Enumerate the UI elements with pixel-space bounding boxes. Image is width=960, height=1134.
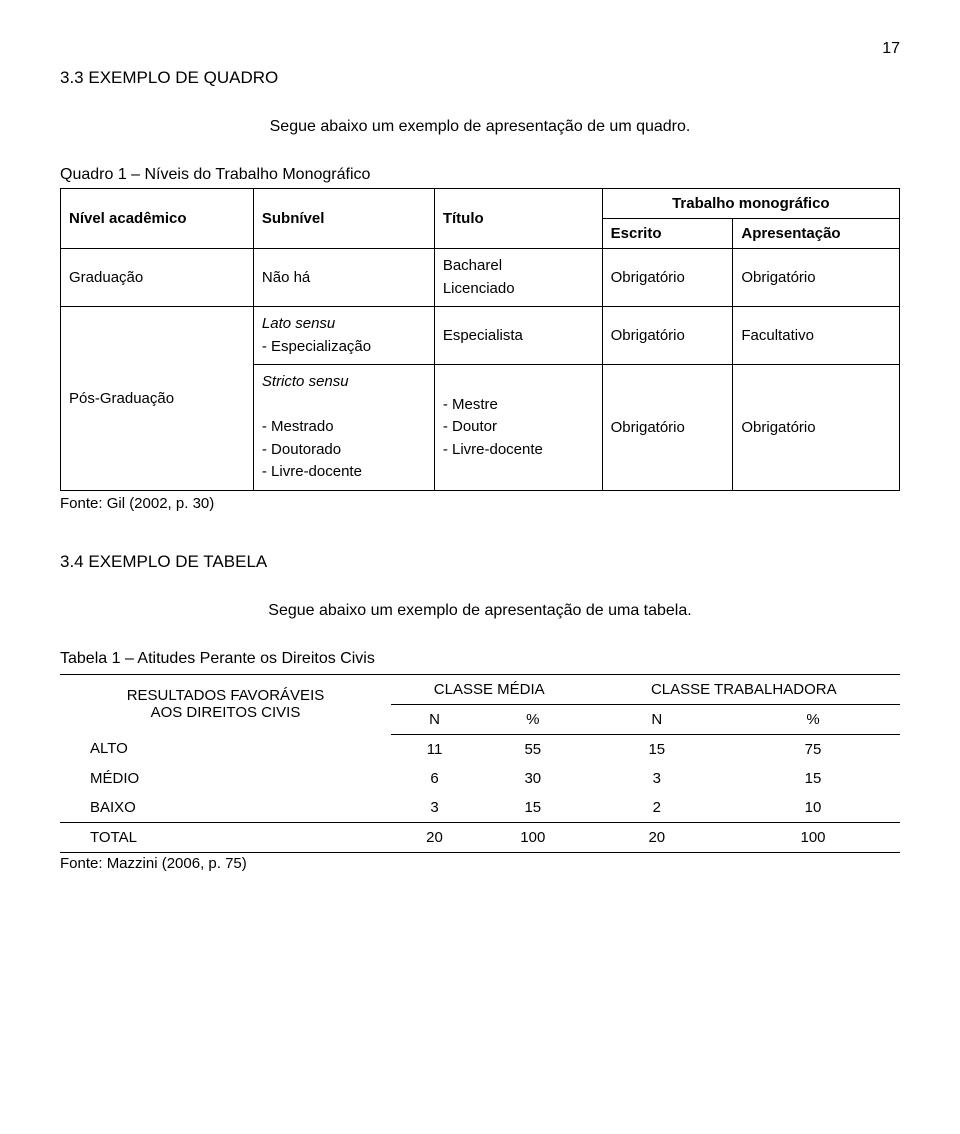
cell-subnivel: Não há: [253, 249, 434, 307]
cell-total-tn: 20: [588, 822, 727, 852]
section-3-4-heading: 3.4 EXEMPLO DE TABELA: [60, 552, 900, 572]
section-3-3-heading: 3.3 EXEMPLO DE QUADRO: [60, 68, 900, 88]
tabela1-table: RESULTADOS FAVORÁVEIS AOS DIREITOS CIVIS…: [60, 674, 900, 853]
cell-baixo-mn: 3: [391, 793, 478, 823]
section-3-3-caption: Segue abaixo um exemplo de apresentação …: [60, 118, 900, 136]
cell-titulo: Bacharel Licenciado: [434, 249, 602, 307]
cell-alto-mn: 11: [391, 734, 478, 764]
stricto-sensu-label: Stricto sensu: [262, 373, 349, 390]
quadro1-title: Quadro 1 – Níveis do Trabalho Monográfic…: [60, 166, 900, 184]
cell-medio-tn: 3: [588, 764, 727, 793]
section-3-4-caption: Segue abaixo um exemplo de apresentação …: [60, 602, 900, 620]
rowlabel-l2: AOS DIREITOS CIVIS: [151, 704, 301, 721]
cell-titulo-lato: Especialista: [434, 307, 602, 365]
row-label-alto: ALTO: [60, 734, 391, 764]
tabela1-sub-p1: %: [478, 704, 587, 734]
row-label-total: TOTAL: [60, 822, 391, 852]
cell-baixo-tp: 10: [726, 793, 900, 823]
tabela1-fonte: Fonte: Mazzini (2006, p. 75): [60, 855, 900, 872]
stricto-line2: - Mestrado: [262, 418, 334, 435]
cell-nivel: Graduação: [61, 249, 254, 307]
tabela1-row-total: TOTAL 20 100 20 100: [60, 822, 900, 852]
quadro1-fonte: Fonte: Gil (2002, p. 30): [60, 495, 900, 512]
tabela1-title: Tabela 1 – Atitudes Perante os Direitos …: [60, 650, 900, 668]
quadro1-header-titulo: Título: [434, 189, 602, 249]
lato-line2: - Especialização: [262, 338, 371, 355]
quadro1-header-apresentacao: Apresentação: [733, 219, 900, 249]
tabela1-header-trabalhadora: CLASSE TRABALHADORA: [588, 674, 900, 704]
tabela1-row-medio: MÉDIO 6 30 3 15: [60, 764, 900, 793]
rowlabel-l1: RESULTADOS FAVORÁVEIS: [127, 687, 325, 704]
cell-total-mp: 100: [478, 822, 587, 852]
stricto-line4: - Livre-docente: [262, 463, 362, 480]
cell-apres-lato: Facultativo: [733, 307, 900, 365]
cell-alto-tn: 15: [588, 734, 727, 764]
titulo-stricto-l2: - Doutor: [443, 418, 497, 435]
cell-alto-mp: 55: [478, 734, 587, 764]
cell-apresentacao: Obrigatório: [733, 249, 900, 307]
quadro1-header-escrito: Escrito: [602, 219, 733, 249]
titulo-line2: Licenciado: [443, 280, 515, 297]
page-number: 17: [60, 40, 900, 58]
cell-escrito-stricto: Obrigatório: [602, 365, 733, 491]
titulo-stricto-l3: - Livre-docente: [443, 441, 543, 458]
cell-medio-mn: 6: [391, 764, 478, 793]
tabela1-row-alto: ALTO 11 55 15 75: [60, 734, 900, 764]
cell-apres-stricto: Obrigatório: [733, 365, 900, 491]
cell-alto-tp: 75: [726, 734, 900, 764]
cell-total-tp: 100: [726, 822, 900, 852]
cell-subnivel-stricto: Stricto sensu - Mestrado - Doutorado - L…: [253, 365, 434, 491]
tabela1-header-media: CLASSE MÉDIA: [391, 674, 588, 704]
tabela1-sub-n2: N: [588, 704, 727, 734]
quadro1-header-trabalho: Trabalho monográfico: [602, 189, 899, 219]
cell-escrito-lato: Obrigatório: [602, 307, 733, 365]
tabela1-row-baixo: BAIXO 3 15 2 10: [60, 793, 900, 823]
cell-medio-mp: 30: [478, 764, 587, 793]
tabela1-sub-p2: %: [726, 704, 900, 734]
cell-medio-tp: 15: [726, 764, 900, 793]
quadro1-header-subnivel: Subnível: [253, 189, 434, 249]
tabela1-header-rowlabel: RESULTADOS FAVORÁVEIS AOS DIREITOS CIVIS: [60, 674, 391, 734]
quadro1-table: Nível acadêmico Subnível Título Trabalho…: [60, 188, 900, 491]
row-label-medio: MÉDIO: [60, 764, 391, 793]
quadro1-row-lato: Pós-Graduação Lato sensu - Especializaçã…: [61, 307, 900, 365]
tabela1-sub-n1: N: [391, 704, 478, 734]
stricto-line3: - Doutorado: [262, 441, 341, 458]
cell-total-mn: 20: [391, 822, 478, 852]
cell-baixo-mp: 15: [478, 793, 587, 823]
titulo-stricto-l1: - Mestre: [443, 396, 498, 413]
cell-titulo-stricto: - Mestre - Doutor - Livre-docente: [434, 365, 602, 491]
cell-escrito: Obrigatório: [602, 249, 733, 307]
titulo-line1: Bacharel: [443, 257, 502, 274]
row-label-baixo: BAIXO: [60, 793, 391, 823]
cell-subnivel-lato: Lato sensu - Especialização: [253, 307, 434, 365]
quadro1-row-graduacao: Graduação Não há Bacharel Licenciado Obr…: [61, 249, 900, 307]
quadro1-header-nivel: Nível acadêmico: [61, 189, 254, 249]
cell-baixo-tn: 2: [588, 793, 727, 823]
cell-nivel-pos: Pós-Graduação: [61, 307, 254, 491]
lato-sensu-label: Lato sensu: [262, 315, 335, 332]
